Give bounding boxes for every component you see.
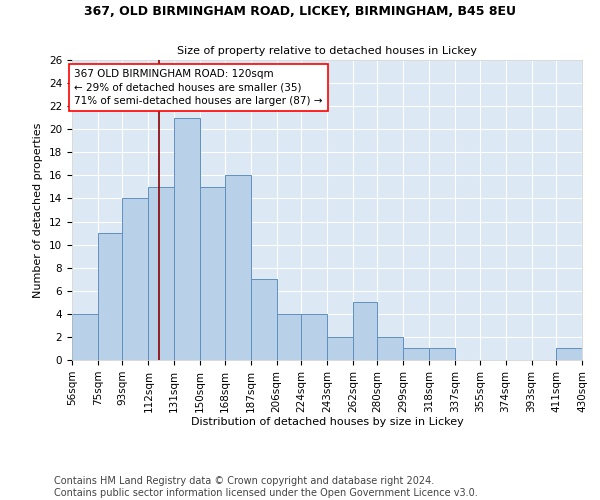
Bar bbox=[377, 337, 403, 360]
Bar bbox=[556, 348, 582, 360]
X-axis label: Distribution of detached houses by size in Lickey: Distribution of detached houses by size … bbox=[191, 418, 463, 428]
Bar bbox=[148, 187, 174, 360]
Bar bbox=[72, 314, 98, 360]
Bar bbox=[429, 348, 455, 360]
Title: Size of property relative to detached houses in Lickey: Size of property relative to detached ho… bbox=[177, 46, 477, 56]
Bar bbox=[174, 118, 200, 360]
Y-axis label: Number of detached properties: Number of detached properties bbox=[34, 122, 43, 298]
Text: 367, OLD BIRMINGHAM ROAD, LICKEY, BIRMINGHAM, B45 8EU: 367, OLD BIRMINGHAM ROAD, LICKEY, BIRMIN… bbox=[84, 5, 516, 18]
Bar bbox=[327, 337, 353, 360]
Bar bbox=[403, 348, 429, 360]
Bar bbox=[251, 279, 277, 360]
Bar bbox=[200, 187, 225, 360]
Bar bbox=[301, 314, 327, 360]
Bar bbox=[98, 233, 122, 360]
Bar bbox=[353, 302, 377, 360]
Text: 367 OLD BIRMINGHAM ROAD: 120sqm
← 29% of detached houses are smaller (35)
71% of: 367 OLD BIRMINGHAM ROAD: 120sqm ← 29% of… bbox=[74, 69, 323, 106]
Text: Contains HM Land Registry data © Crown copyright and database right 2024.
Contai: Contains HM Land Registry data © Crown c… bbox=[54, 476, 478, 498]
Bar bbox=[277, 314, 301, 360]
Bar bbox=[225, 176, 251, 360]
Bar bbox=[122, 198, 148, 360]
